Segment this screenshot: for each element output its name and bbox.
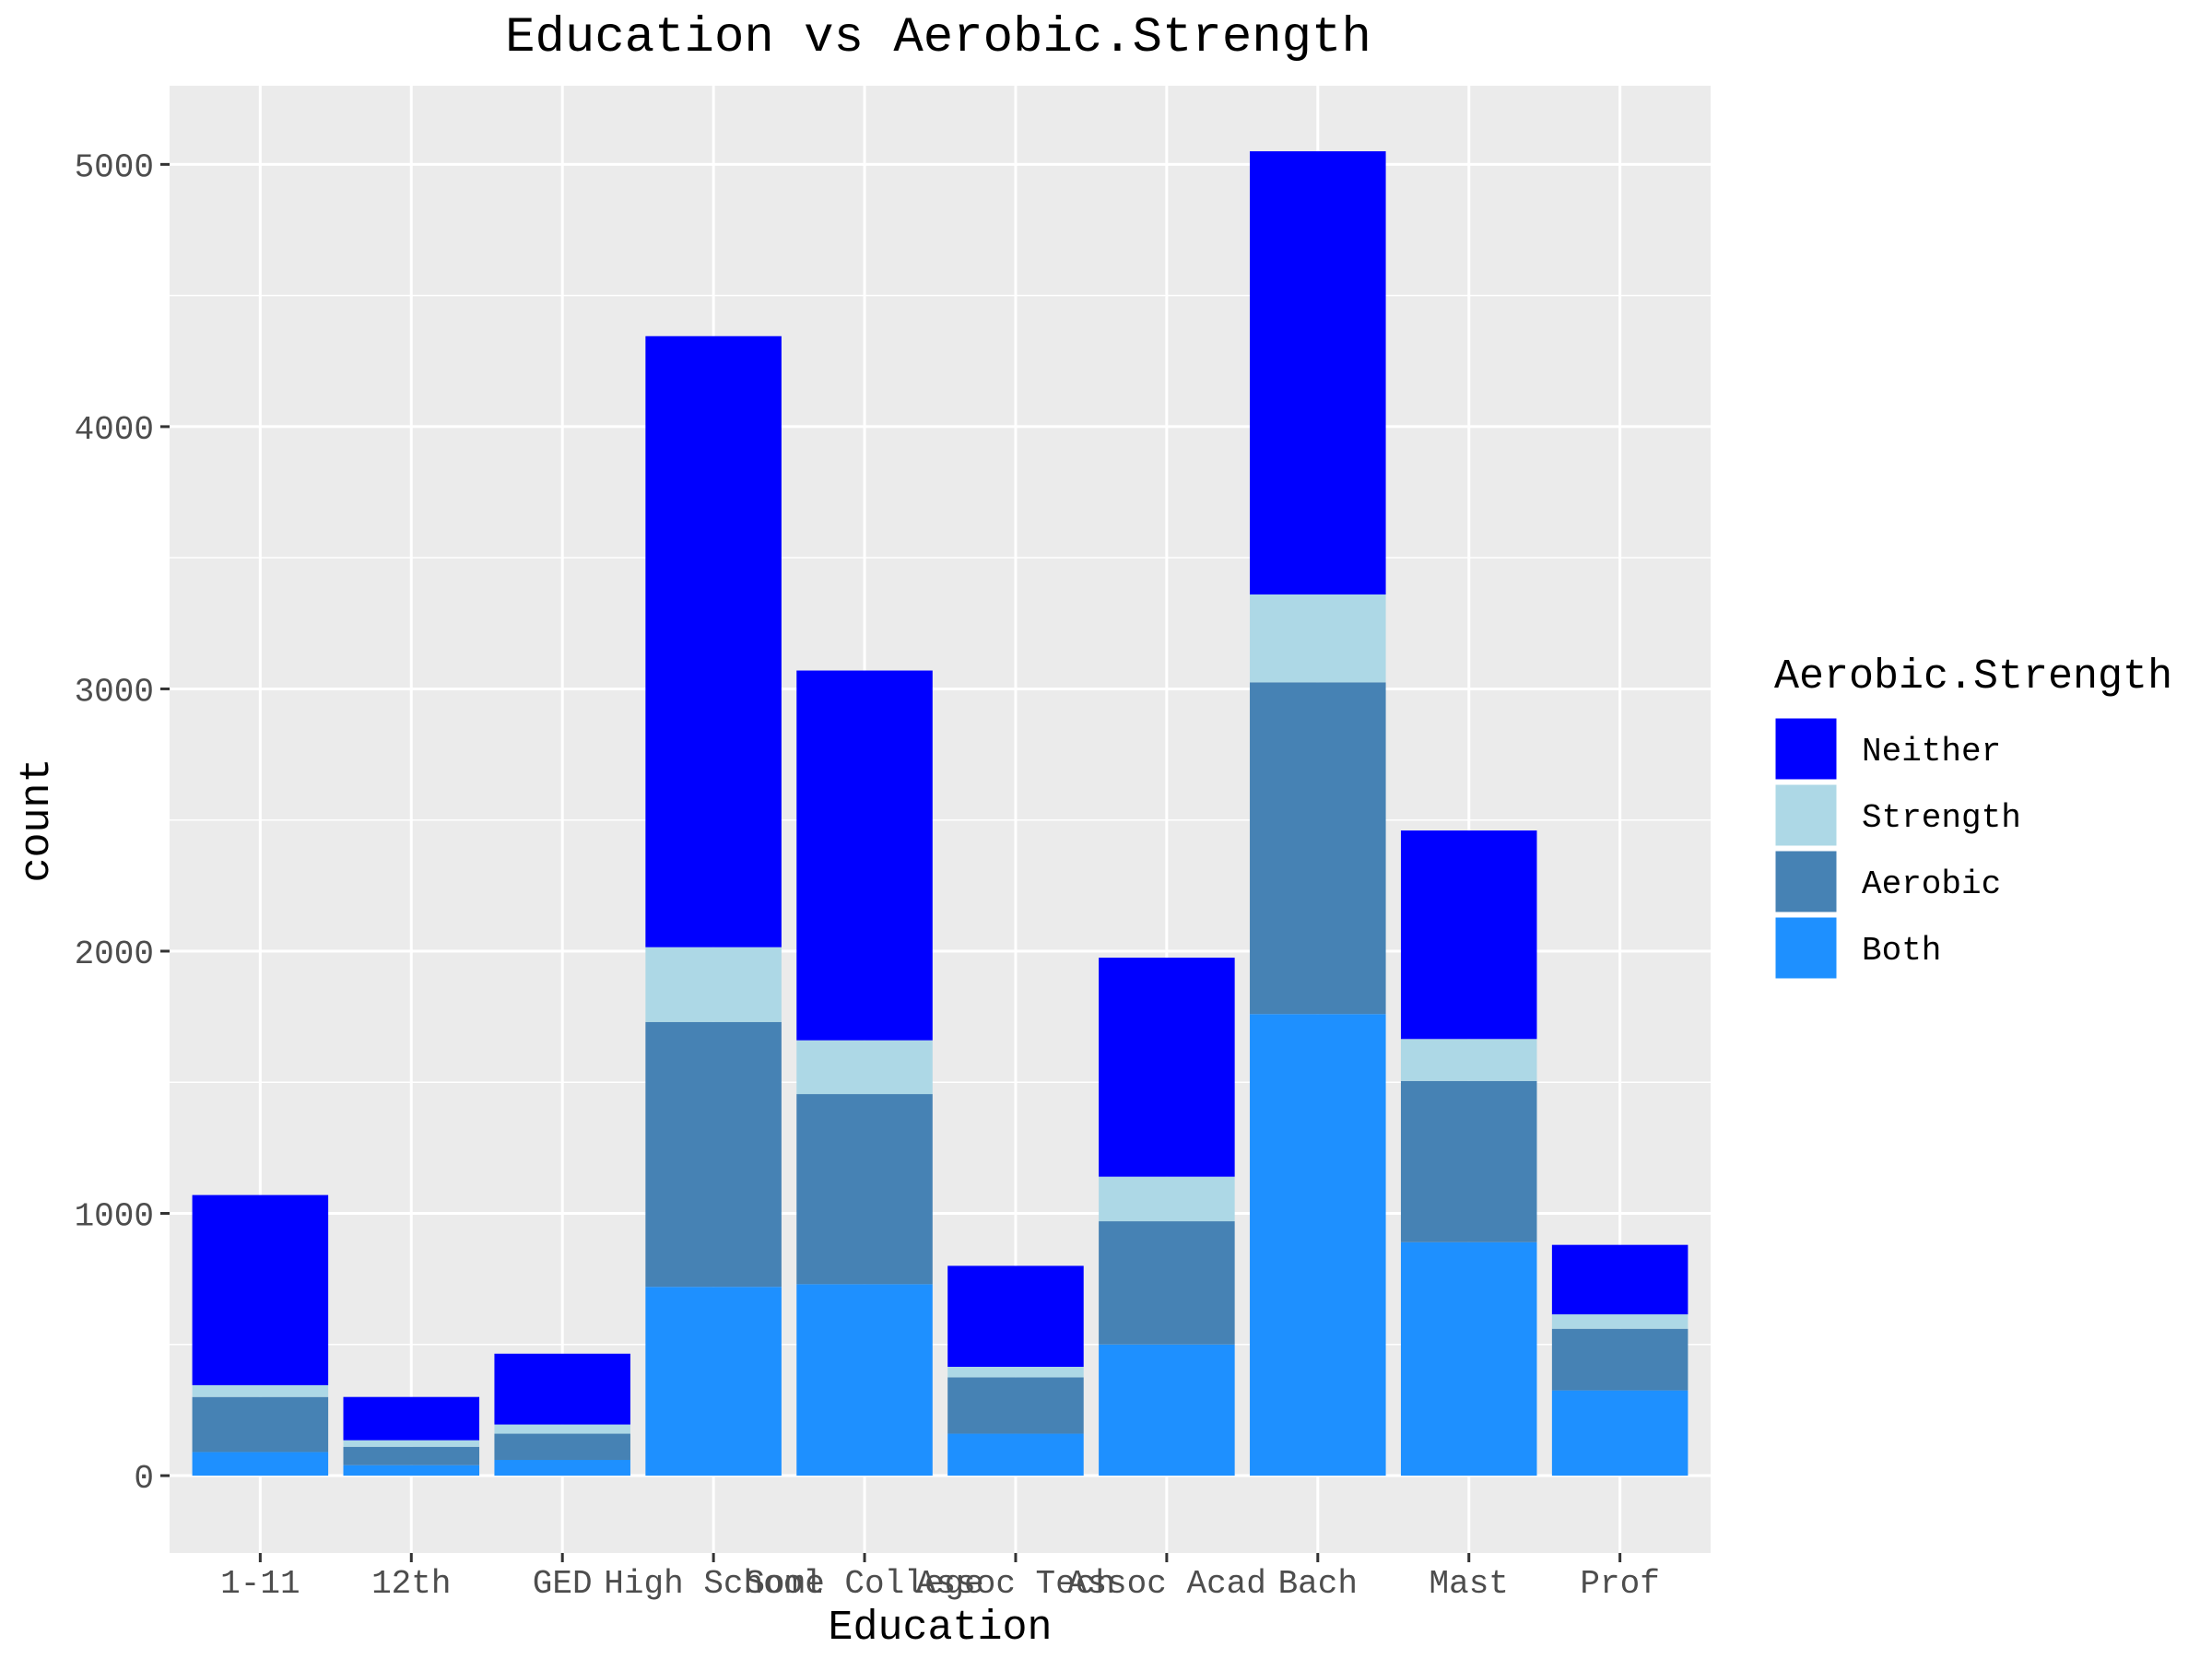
y-tick-label: 0 (134, 1460, 154, 1498)
legend-label-strength: Strength (1862, 799, 2021, 837)
bar-segment-both: Assoc Acad / Both: 500 (1099, 1344, 1235, 1477)
bar-segment-both: High School / Both: 720 (645, 1287, 782, 1477)
bar-segment-aerobic: Assoc Acad / Aerobic: 470 (1099, 1221, 1235, 1345)
y-axis-title: count (14, 758, 61, 882)
bar-segment-neither: 1-11 / Neither: 725 (192, 1194, 329, 1385)
bar-segment-aerobic: Bach / Aerobic: 1265 (1250, 682, 1386, 1015)
bar-segment-both: Assoc Tech / Both: 160 (947, 1433, 1084, 1477)
bars: 1-11 / Both: 901-11 / Aerobic: 2101-11 /… (192, 151, 1688, 1477)
x-tick-label: Assoc Tech (916, 1565, 1115, 1603)
legend-key-aerobic (1772, 848, 1840, 915)
bar-segment-neither: Some College / Neither: 1410 (796, 670, 933, 1041)
legend-key-strength (1772, 782, 1840, 849)
x-tick-label: Prof (1580, 1565, 1659, 1603)
bar-segment-both: Mast / Both: 890 (1400, 1241, 1537, 1477)
x-tick-label: High School (604, 1565, 823, 1603)
x-tick-label: 1-11 (220, 1565, 300, 1603)
legend-key-neither (1772, 715, 1840, 782)
bar-segment-neither: GED / Neither: 270 (494, 1353, 630, 1425)
y-axis: 0 1000 2000 3000 4000 5000 (75, 148, 170, 1498)
bar-segment-both: 1-11 / Both: 90 (192, 1452, 329, 1477)
bar-segment-strength: High School / Strength: 285 (645, 947, 782, 1022)
bar-segment-both: Bach / Both: 1760 (1250, 1014, 1386, 1477)
bar-segment-strength: Mast / Strength: 160 (1400, 1039, 1537, 1081)
bar-segment-neither: Mast / Neither: 795 (1400, 830, 1537, 1040)
x-tick-label: GED (533, 1565, 593, 1603)
bar-segment-both: 12th / Both: 40 (343, 1465, 480, 1477)
y-tick-label: 2000 (75, 935, 154, 973)
legend-title: Aerobic.Strength (1774, 653, 2172, 700)
chart-title: Education vs Aerobic.Strength (505, 10, 1371, 66)
bar-segment-strength: 1-11 / Strength: 45 (192, 1384, 329, 1397)
legend-key-both (1772, 914, 1840, 982)
legend: Aerobic.Strength Neither Strength Aerobic B… (1772, 653, 2172, 982)
x-tick-label: Bach (1278, 1565, 1358, 1603)
y-tick-label: 5000 (75, 148, 154, 186)
bar-segment-aerobic: 1-11 / Aerobic: 210 (192, 1396, 329, 1453)
bar-segment-aerobic: 12th / Aerobic: 70 (343, 1446, 480, 1465)
x-tick-label: 12th (371, 1565, 451, 1603)
legend-label-neither: Neither (1862, 733, 2001, 771)
bar-segment-strength: Some College / Strength: 205 (796, 1040, 933, 1095)
y-tick-label: 1000 (75, 1198, 154, 1236)
bar-segment-neither: 12th / Neither: 165 (343, 1396, 480, 1441)
legend-items: Neither Strength Aerobic Both (1772, 715, 2021, 982)
bar-segment-aerobic: Prof / Aerobic: 235 (1551, 1328, 1688, 1391)
bar-segment-neither: High School / Neither: 2330 (645, 335, 782, 947)
y-tick-label: 4000 (75, 411, 154, 449)
bar-segment-neither: Assoc Acad / Neither: 835 (1099, 958, 1235, 1177)
y-tick-label: 3000 (75, 673, 154, 711)
bar-segment-aerobic: GED / Aerobic: 100 (494, 1433, 630, 1460)
bar-segment-neither: Assoc Tech / Neither: 385 (947, 1265, 1084, 1367)
bar-segment-aerobic: Assoc Tech / Aerobic: 215 (947, 1377, 1084, 1434)
bar-segment-strength: Bach / Strength: 335 (1250, 594, 1386, 683)
legend-label-aerobic: Aerobic (1862, 865, 2001, 903)
legend-label-both: Both (1862, 932, 1941, 970)
bar-segment-strength: 12th / Strength: 25 (343, 1440, 480, 1447)
x-tick-label: Assoc Acad (1067, 1565, 1266, 1603)
bar-segment-both: Prof / Both: 325 (1551, 1390, 1688, 1477)
x-tick-label: Some College (745, 1565, 983, 1603)
bar-segment-aerobic: Some College / Aerobic: 725 (796, 1094, 933, 1285)
bar-segment-both: Some College / Both: 730 (796, 1284, 933, 1477)
bar-segment-strength: Assoc Tech / Strength: 40 (947, 1366, 1084, 1378)
bar-segment-strength: GED / Strength: 35 (494, 1424, 630, 1434)
x-axis-title: Education (828, 1605, 1052, 1652)
x-tick-label: Mast (1430, 1565, 1509, 1603)
bar-segment-neither: Prof / Neither: 265 (1551, 1244, 1688, 1315)
bar-segment-aerobic: Mast / Aerobic: 615 (1400, 1080, 1537, 1242)
bar-segment-strength: Assoc Acad / Strength: 170 (1099, 1176, 1235, 1222)
bar-segment-neither: Bach / Neither: 1690 (1250, 151, 1386, 595)
bar-segment-aerobic: High School / Aerobic: 1010 (645, 1021, 782, 1288)
bar-segment-strength: Prof / Strength: 55 (1551, 1314, 1688, 1329)
bar-segment-both: GED / Both: 60 (494, 1459, 630, 1477)
